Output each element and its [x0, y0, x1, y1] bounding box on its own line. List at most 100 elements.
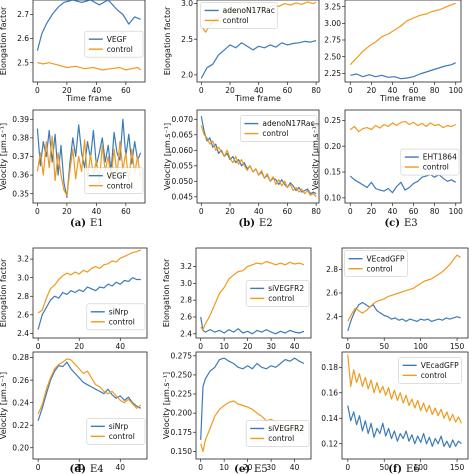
- x-tick-label: 20: [243, 463, 253, 472]
- legend-label: control: [262, 129, 288, 138]
- x-tick-label: 0: [198, 342, 203, 351]
- y-tick-label: 0.250: [171, 371, 193, 380]
- y-tick-label: 0.24: [12, 398, 29, 407]
- x-tick-label: 20: [243, 342, 253, 351]
- y-tick-label: 0.070: [172, 115, 194, 124]
- y-tick-label: 0.20: [12, 443, 29, 452]
- legend-label: siNrp: [109, 422, 129, 431]
- x-tick-label: 50: [379, 342, 389, 351]
- y-tick-label: 0.175: [171, 428, 193, 437]
- caption-text: E1: [90, 218, 104, 229]
- subplot-b1: 0 20 40 60 80 2.0 2.5 3.0 Time frame Elongation f…: [163, 0, 321, 103]
- caption-label: (a): [70, 218, 86, 229]
- x-tick-label: 0: [348, 86, 353, 95]
- legend-label: control: [109, 432, 135, 441]
- legend-label: adenoN17Rac: [223, 6, 275, 15]
- y-tick-label: 2.4: [326, 312, 338, 321]
- x-tick-label: 20: [74, 463, 84, 472]
- legend-box: [84, 167, 144, 194]
- subplot-c1: 0 20 40 60 80 100 2.25 2.50 2.75 3.00 3.25 Time fra…: [324, 0, 463, 103]
- x-tick-label: 40: [116, 342, 126, 351]
- y-tick-label: 0.16: [321, 388, 338, 397]
- legend-box: [86, 303, 146, 331]
- caption: (f) E6: [388, 464, 419, 474]
- series-line-blue: [347, 301, 461, 332]
- legend-box: [245, 280, 310, 307]
- series-line-orange: [349, 120, 456, 133]
- y-axis-label: Elongation factor: [0, 6, 8, 75]
- series-line-orange: [37, 249, 142, 314]
- y-tick-label: 2.7: [17, 10, 29, 19]
- x-tick-label: 20: [74, 342, 84, 351]
- caption-label: (c): [384, 218, 400, 229]
- x-tick-label: 10: [219, 342, 229, 351]
- x-axis-label: Time frame: [379, 94, 426, 103]
- subplot-a2: 0 20 40 60 0.35 0.36 0.37 0.38 0.39 Velocity [μm.…: [0, 109, 146, 216]
- subplot-e2: 0 10 20 30 40 0.150 0.175 0.200 0.225 0.250 0.275 V…: [162, 351, 312, 472]
- legend-label: control: [423, 163, 449, 172]
- legend-box: [344, 250, 408, 277]
- x-tick-label: 40: [290, 342, 300, 351]
- x-tick-label: 40: [388, 207, 398, 216]
- legend-box: [200, 2, 278, 29]
- x-tick-label: 40: [388, 86, 398, 95]
- x-tick-label: 150: [450, 463, 465, 472]
- legend-label: control: [107, 181, 133, 190]
- y-tick-label: 2.6: [180, 313, 192, 322]
- y-tick-label: 0.150: [171, 447, 193, 456]
- x-tick-label: 150: [450, 342, 465, 351]
- y-axis-label: Elongation factor: [162, 258, 171, 327]
- x-tick-label: 60: [409, 86, 419, 95]
- y-tick-label: 2.6: [17, 310, 29, 319]
- caption: (d) E4: [70, 464, 104, 474]
- x-tick-label: 20: [225, 86, 235, 95]
- series-line-orange: [349, 2, 456, 66]
- y-tick-label: 2.6: [326, 289, 338, 298]
- y-axis-label: Elongation factor: [0, 258, 8, 327]
- y-tick-label: 2.8: [326, 265, 338, 274]
- caption-text: E2: [259, 218, 273, 229]
- axes-frame: [196, 0, 320, 83]
- y-tick-label: 2.25: [324, 69, 341, 78]
- y-tick-label: 2.5: [17, 58, 29, 67]
- x-tick-label: 100: [449, 86, 464, 95]
- x-tick-label: 20: [225, 207, 235, 216]
- axes-frame: [196, 109, 320, 204]
- legend-box: [400, 148, 460, 176]
- legend-label: siVEGFR2: [268, 424, 304, 433]
- y-tick-label: 0.060: [172, 146, 194, 155]
- y-tick-label: 0.26: [12, 376, 29, 385]
- x-tick-label: 80: [311, 86, 321, 95]
- x-axis-label: Time frame: [234, 94, 281, 103]
- series-line-orange: [37, 62, 141, 71]
- legend-label: VEGF: [107, 171, 127, 180]
- legend-label: VEcadGFP: [367, 254, 405, 263]
- axes-frame: [344, 0, 462, 83]
- y-tick-label: 0.18: [321, 363, 338, 372]
- y-tick-label: 0.12: [321, 439, 338, 448]
- caption-text: E4: [90, 464, 104, 474]
- x-tick-label: 0: [199, 207, 204, 216]
- axes-frame: [195, 247, 312, 339]
- y-tick-label: 0.065: [172, 130, 194, 139]
- y-tick-label: 0.20: [324, 142, 341, 151]
- series-line-blue: [349, 174, 457, 194]
- series-line-orange: [200, 125, 317, 198]
- x-axis-label: Time frame: [65, 94, 112, 103]
- y-tick-label: 2.8: [180, 296, 192, 305]
- axes-frame: [344, 109, 462, 204]
- y-tick-label: 0.15: [324, 168, 341, 177]
- x-tick-label: 20: [367, 86, 377, 95]
- y-tick-label: 3.2: [17, 255, 29, 264]
- y-axis-label: Elongation factor: [163, 6, 172, 75]
- caption-text: E5: [254, 464, 268, 474]
- y-tick-label: 0.35: [12, 189, 29, 198]
- x-tick-label: 30: [266, 342, 276, 351]
- x-tick-label: 0: [35, 86, 40, 95]
- y-tick-label: 0.10: [324, 193, 341, 202]
